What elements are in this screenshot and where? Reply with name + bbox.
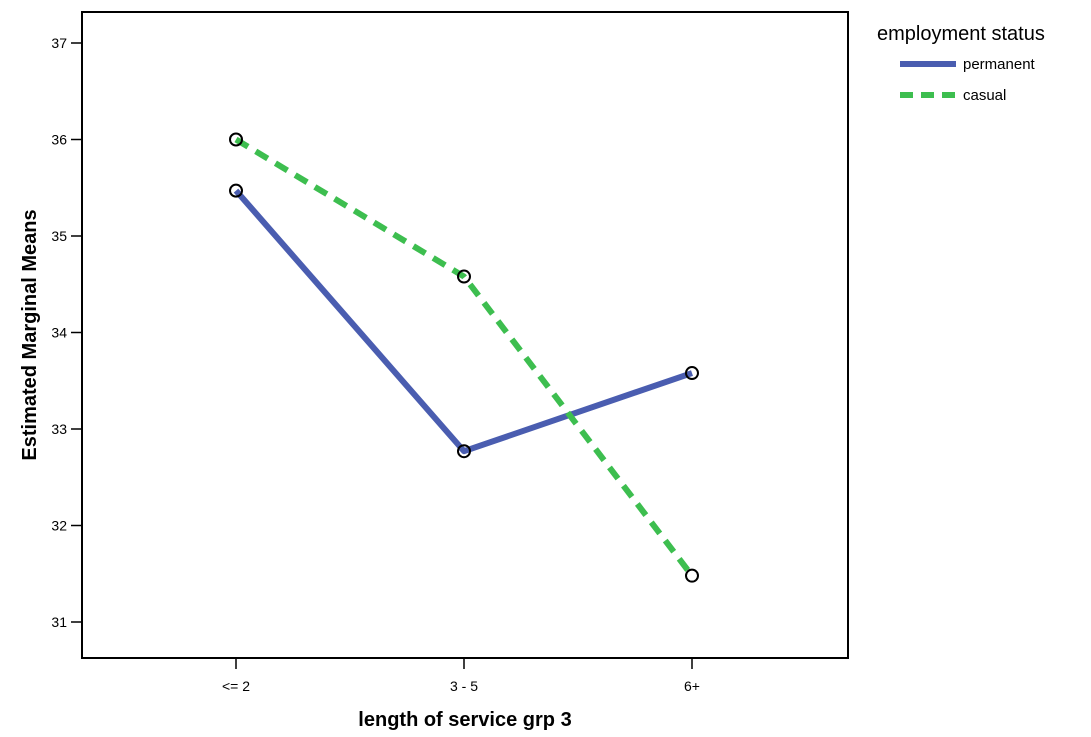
data-point-permanent bbox=[457, 444, 471, 459]
series-line-permanent bbox=[233, 188, 693, 455]
x-axis: <= 2 3 - 5 6+ bbox=[222, 658, 700, 694]
series-line-casual bbox=[234, 136, 695, 578]
legend-label-permanent: permanent bbox=[963, 56, 1036, 73]
data-point-casual bbox=[229, 132, 243, 147]
data-point-casual bbox=[685, 568, 699, 583]
data-point-casual bbox=[457, 269, 471, 284]
x-tick-label: 3 - 5 bbox=[450, 678, 478, 694]
y-tick-label: 37 bbox=[51, 35, 67, 51]
legend-label-casual: casual bbox=[963, 87, 1006, 104]
data-point-permanent bbox=[685, 366, 699, 381]
series-layer bbox=[233, 136, 695, 578]
y-tick-label: 34 bbox=[51, 325, 67, 341]
legend-title: employment status bbox=[877, 23, 1045, 45]
x-tick-label: 6+ bbox=[684, 678, 700, 694]
y-tick-label: 35 bbox=[51, 228, 67, 244]
y-tick-label: 31 bbox=[51, 614, 67, 630]
points-layer bbox=[229, 132, 699, 583]
y-tick-label: 32 bbox=[51, 518, 67, 534]
legend: employment status permanent casual bbox=[877, 23, 1045, 104]
y-axis: 31 32 33 34 35 36 37 bbox=[51, 35, 82, 630]
x-tick-label: <= 2 bbox=[222, 678, 250, 694]
x-axis-title: length of service grp 3 bbox=[358, 709, 571, 731]
y-axis-title: Estimated Marginal Means bbox=[19, 209, 41, 460]
y-tick-label: 36 bbox=[51, 132, 67, 148]
data-point-permanent bbox=[229, 183, 243, 198]
plot-frame bbox=[81, 11, 849, 659]
y-tick-label: 33 bbox=[51, 421, 67, 437]
